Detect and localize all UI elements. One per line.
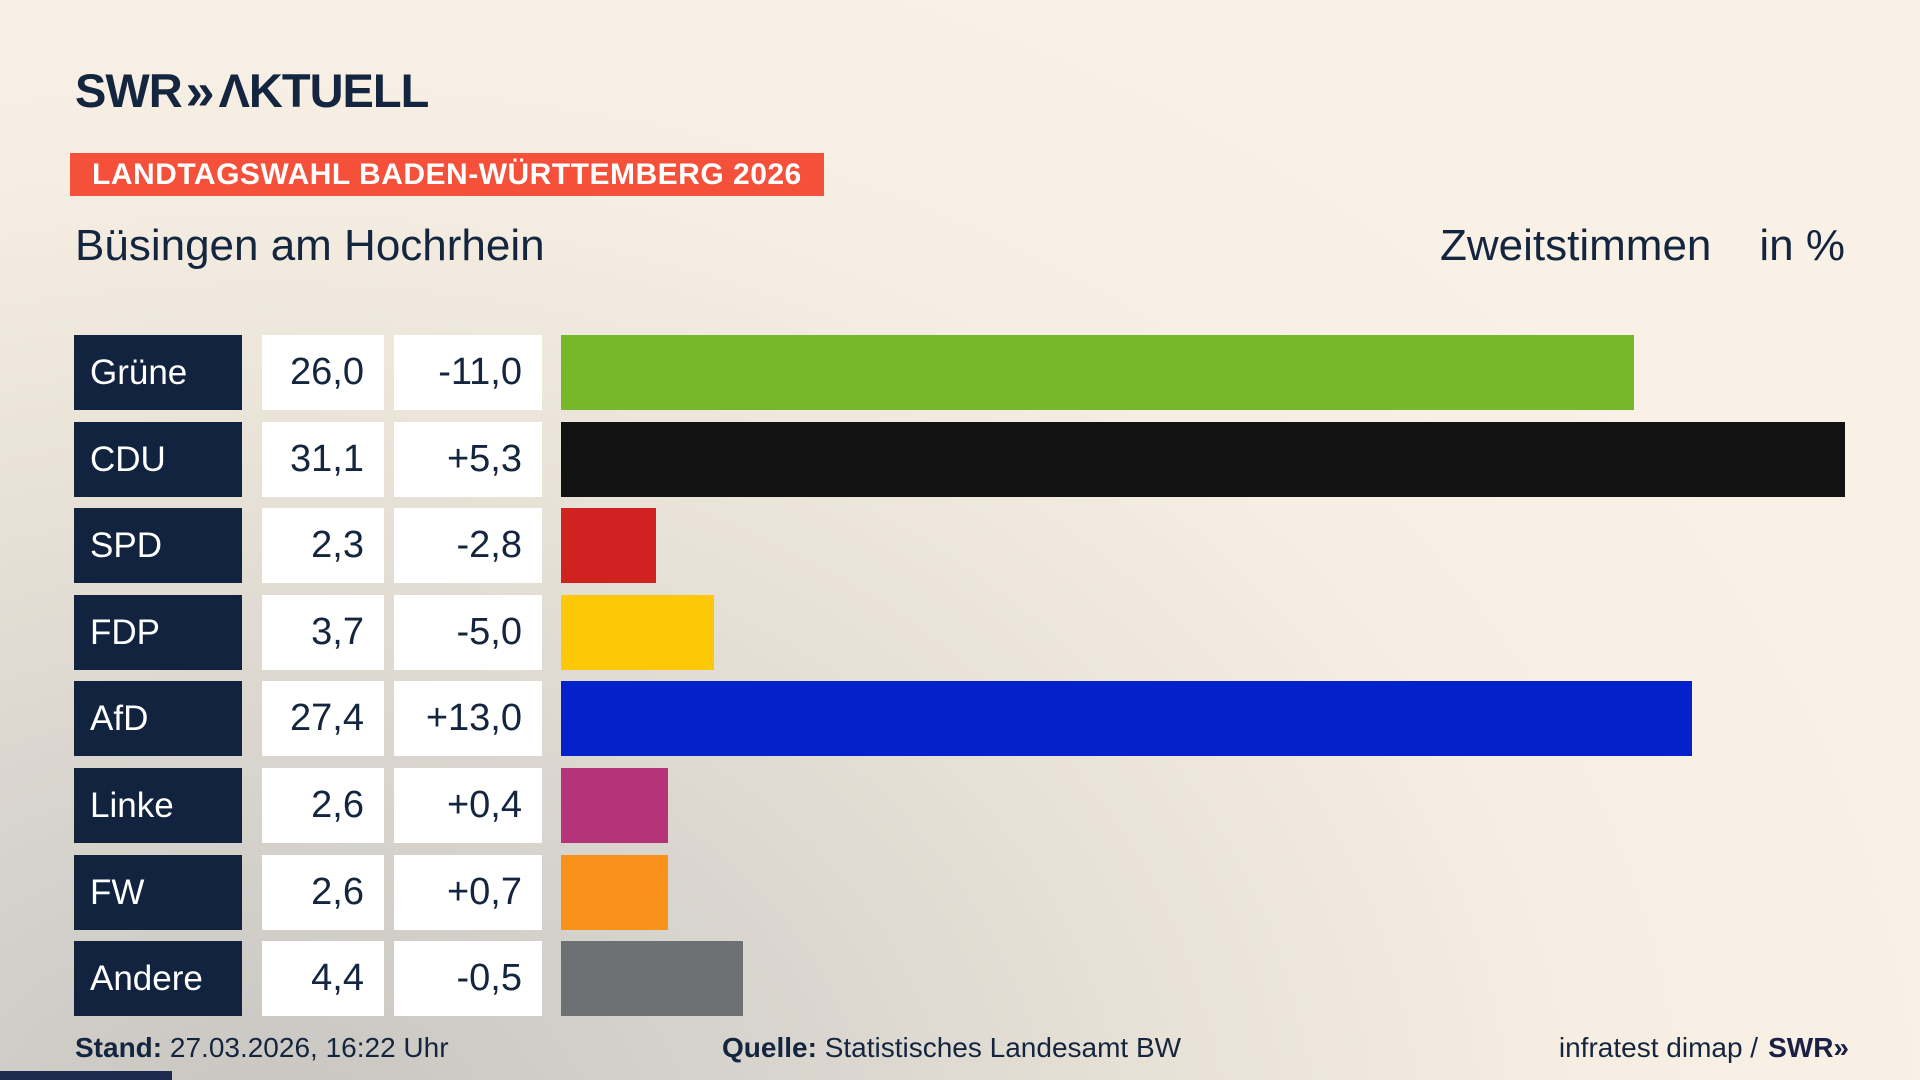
table-row: Andere 4,4 -0,5 [0, 941, 1920, 1016]
swr-footer-logo: SWR» [1768, 1032, 1849, 1063]
table-row: CDU 31,1 +5,3 [0, 422, 1920, 497]
credit-text: infratest dimap / [1558, 1032, 1759, 1063]
source-note: Quelle: Statistisches Landesamt BW [722, 1032, 1181, 1064]
party-label: Grüne [74, 335, 242, 410]
aktuell-logo-text: ΛKTUELL [218, 64, 430, 117]
quelle-label: Quelle: [722, 1032, 817, 1063]
party-change: -5,0 [394, 595, 542, 670]
party-bar [561, 508, 656, 583]
party-value: 31,1 [262, 422, 384, 497]
party-bar [561, 422, 1845, 497]
quelle-value: Statistisches Landesamt BW [824, 1032, 1182, 1063]
party-change: +0,7 [394, 855, 542, 930]
bottom-left-strip [0, 1071, 172, 1080]
table-row: Linke 2,6 +0,4 [0, 768, 1920, 843]
party-value: 26,0 [262, 335, 384, 410]
party-value: 4,4 [262, 941, 384, 1016]
stand-label: Stand: [75, 1032, 163, 1063]
party-bar [561, 335, 1634, 410]
party-value: 2,6 [262, 855, 384, 930]
page-title: Büsingen am Hochrhein [75, 221, 545, 270]
party-bar [561, 681, 1692, 756]
party-value: 3,7 [262, 595, 384, 670]
party-bar [561, 855, 668, 930]
party-value: 2,3 [262, 508, 384, 583]
table-row: FDP 3,7 -5,0 [0, 595, 1920, 670]
measure-label: Zweitstimmen in % [1440, 221, 1845, 270]
party-value: 27,4 [262, 681, 384, 756]
party-value: 2,6 [262, 768, 384, 843]
table-row: Grüne 26,0 -11,0 [0, 335, 1920, 410]
table-row: SPD 2,3 -2,8 [0, 508, 1920, 583]
party-change: +13,0 [394, 681, 542, 756]
party-change: +0,4 [394, 768, 542, 843]
measure-unit: in % [1759, 221, 1845, 270]
party-label: SPD [74, 508, 242, 583]
party-change: -0,5 [394, 941, 542, 1016]
swr-logo-text: SWR [75, 64, 183, 117]
party-change: +5,3 [394, 422, 542, 497]
swr-aktuell-logo: SWR» ΛKTUELL [75, 64, 430, 118]
party-label: Andere [74, 941, 242, 1016]
table-row: AfD 27,4 +13,0 [0, 681, 1920, 756]
party-bar [561, 768, 668, 843]
stand-value: 27.03.2026, 16:22 Uhr [169, 1032, 449, 1063]
election-banner: LANDTAGSWAHL BADEN-WÜRTTEMBERG 2026 [70, 153, 824, 196]
party-bar [561, 941, 743, 1016]
party-label: CDU [74, 422, 242, 497]
party-label: Linke [74, 768, 242, 843]
credit-note: infratest dimap / SWR» [1558, 1032, 1849, 1064]
swr-footer-logo-text: SWR [1768, 1032, 1834, 1063]
footer-double-chevron-icon: » [1833, 1032, 1848, 1063]
party-label: FW [74, 855, 242, 930]
status-timestamp: Stand: 27.03.2026, 16:22 Uhr [75, 1032, 449, 1064]
party-label: AfD [74, 681, 242, 756]
measure-name: Zweitstimmen [1440, 221, 1712, 270]
party-change: -11,0 [394, 335, 542, 410]
party-bar [561, 595, 714, 670]
party-label: FDP [74, 595, 242, 670]
party-change: -2,8 [394, 508, 542, 583]
table-row: FW 2,6 +0,7 [0, 855, 1920, 930]
